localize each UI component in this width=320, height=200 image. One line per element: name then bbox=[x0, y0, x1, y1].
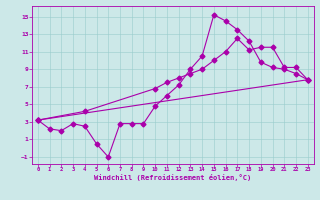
X-axis label: Windchill (Refroidissement éolien,°C): Windchill (Refroidissement éolien,°C) bbox=[94, 174, 252, 181]
